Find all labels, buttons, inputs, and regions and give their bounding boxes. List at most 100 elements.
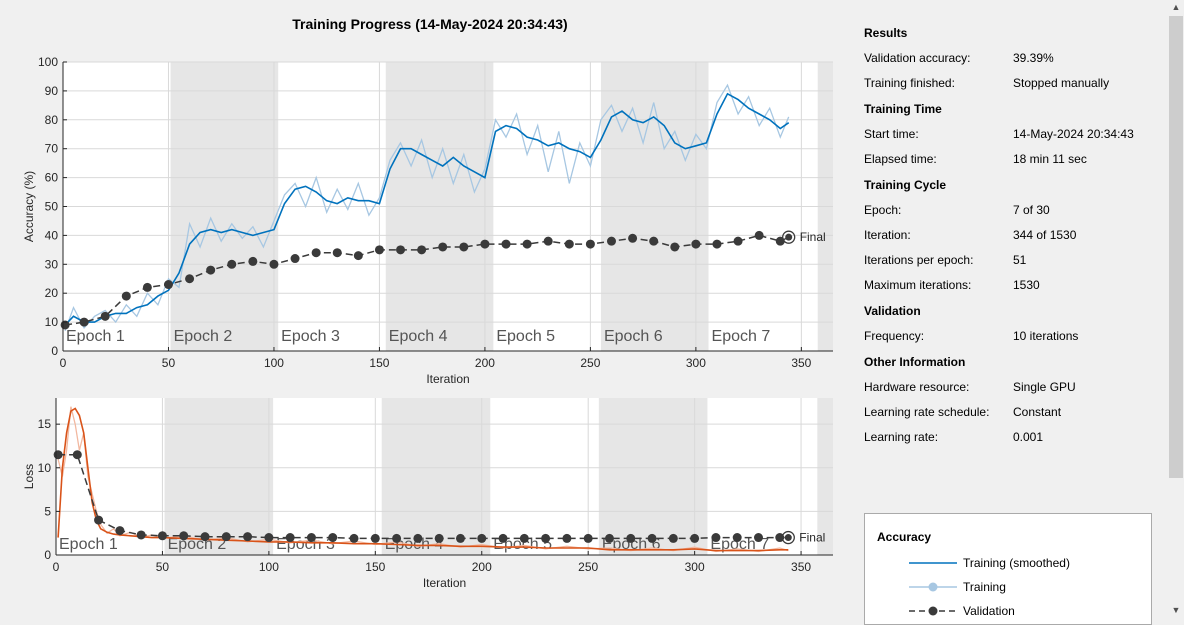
- training-smoothed-series-line: [64, 92, 790, 326]
- legend-validation-line-icon: [909, 606, 957, 616]
- x-tick-label: 150: [365, 560, 385, 574]
- x-tick-label: 50: [162, 356, 176, 370]
- validation-point: [79, 317, 89, 327]
- y-tick-label: 5: [44, 504, 51, 518]
- validation-point: [501, 239, 511, 249]
- training-series-line: [64, 83, 790, 332]
- validation-point: [179, 531, 189, 541]
- y-tick-label: 90: [45, 84, 59, 98]
- epoch-label: Epoch 3: [281, 328, 340, 345]
- validation-point: [413, 533, 423, 543]
- info-row: Elapsed time: 18 min 11 sec: [864, 147, 1164, 172]
- validation-point: [690, 533, 700, 543]
- validation-point: [754, 230, 764, 240]
- validation-point: [628, 233, 638, 243]
- info-key: Elapsed time:: [864, 152, 937, 166]
- chart-title: Training Progress (14-May-2024 20:34:43): [292, 16, 568, 32]
- y-tick-label: 15: [38, 417, 52, 431]
- validation-point: [649, 236, 659, 246]
- epoch-label: Epoch 5: [496, 328, 555, 345]
- legend-item-smoothed: Training (smoothed): [909, 555, 1149, 571]
- info-row: Iteration: 344 of 1530: [864, 223, 1164, 248]
- section-title: Training Time: [864, 102, 942, 116]
- scrollbar-thumb[interactable]: [1169, 16, 1183, 478]
- info-key: Training finished:: [864, 76, 955, 90]
- validation-point: [626, 533, 636, 543]
- y-axis-label: Loss: [22, 464, 36, 489]
- epoch-label: Epoch 1: [59, 536, 118, 553]
- epoch-label: Epoch 6: [604, 328, 663, 345]
- x-tick-label: 350: [791, 560, 811, 574]
- info-row: Learning rate: 0.001: [864, 425, 1164, 450]
- validation-point: [248, 256, 258, 266]
- section-title: Validation: [864, 304, 921, 318]
- validation-point: [564, 239, 574, 249]
- validation-point: [670, 242, 680, 252]
- x-tick-label: 200: [472, 560, 492, 574]
- validation-point: [136, 530, 146, 540]
- x-tick-label: 150: [369, 356, 389, 370]
- info-key: Frequency:: [864, 329, 925, 343]
- info-value: 10 iterations: [1013, 329, 1079, 343]
- info-value: 39.39%: [1013, 51, 1054, 65]
- validation-point: [480, 239, 490, 249]
- info-key: Hardware resource:: [864, 380, 970, 394]
- validation-point: [100, 311, 110, 321]
- info-value: 51: [1013, 253, 1027, 267]
- x-tick-label: 0: [53, 560, 60, 574]
- validation-point: [157, 531, 167, 541]
- x-axis-label: Iteration: [423, 576, 466, 590]
- info-key: Validation accuracy:: [864, 51, 971, 65]
- info-key: Iterations per epoch:: [864, 253, 974, 267]
- epoch-label: Epoch 3: [276, 536, 335, 553]
- validation-point: [604, 533, 614, 543]
- validation-point: [221, 532, 231, 542]
- x-tick-label: 350: [791, 356, 811, 370]
- validation-point: [712, 239, 722, 249]
- scroll-down-arrow-icon[interactable]: ▼: [1171, 605, 1181, 615]
- info-value: 344 of 1530: [1013, 228, 1077, 242]
- validation-point: [562, 533, 572, 543]
- info-row: Maximum iterations: 1530: [864, 273, 1164, 298]
- info-value: Stopped manually: [1013, 76, 1110, 90]
- info-key: Start time:: [864, 127, 919, 141]
- legend-label: Validation: [963, 604, 1015, 618]
- validation-series-line: [58, 453, 789, 540]
- legend-smoothed-line-icon: [909, 562, 957, 564]
- validation-point: [332, 248, 342, 258]
- validation-point: [459, 242, 469, 252]
- y-tick-label: 50: [45, 200, 59, 214]
- legend-item-validation: Validation: [909, 603, 1149, 619]
- y-tick-label: 100: [38, 55, 58, 69]
- y-tick-label: 30: [45, 257, 59, 271]
- validation-point: [519, 533, 529, 543]
- vertical-scrollbar[interactable]: ▲ ▼: [1168, 0, 1184, 617]
- info-key: Iteration:: [864, 228, 911, 242]
- epoch-band: [817, 398, 833, 555]
- final-marker-ring: [781, 530, 795, 545]
- epoch-label: Epoch 7: [710, 536, 769, 553]
- final-marker-point: [784, 534, 792, 542]
- scroll-up-arrow-icon[interactable]: ▲: [1171, 2, 1181, 12]
- section-title: Results: [864, 26, 908, 40]
- validation-point: [374, 245, 384, 255]
- validation-point: [243, 532, 253, 542]
- epoch-label: Epoch 4: [389, 328, 448, 345]
- validation-point: [94, 515, 104, 525]
- x-axis-label: Iteration: [426, 372, 469, 386]
- legend-label: Training (smoothed): [963, 556, 1070, 570]
- validation-point: [142, 282, 152, 292]
- epoch-band: [598, 398, 708, 555]
- validation-point: [72, 450, 82, 460]
- info-key: Learning rate:: [864, 430, 939, 444]
- x-tick-label: 250: [578, 560, 598, 574]
- y-tick-label: 10: [38, 461, 52, 475]
- validation-point: [328, 533, 338, 543]
- x-tick-label: 100: [259, 560, 279, 574]
- validation-point: [711, 533, 721, 543]
- epoch-label: Epoch 7: [712, 328, 771, 345]
- validation-point: [522, 239, 532, 249]
- y-tick-label: 0: [44, 548, 51, 562]
- y-tick-label: 80: [45, 113, 59, 127]
- training-smoothed-series-line: [57, 407, 789, 552]
